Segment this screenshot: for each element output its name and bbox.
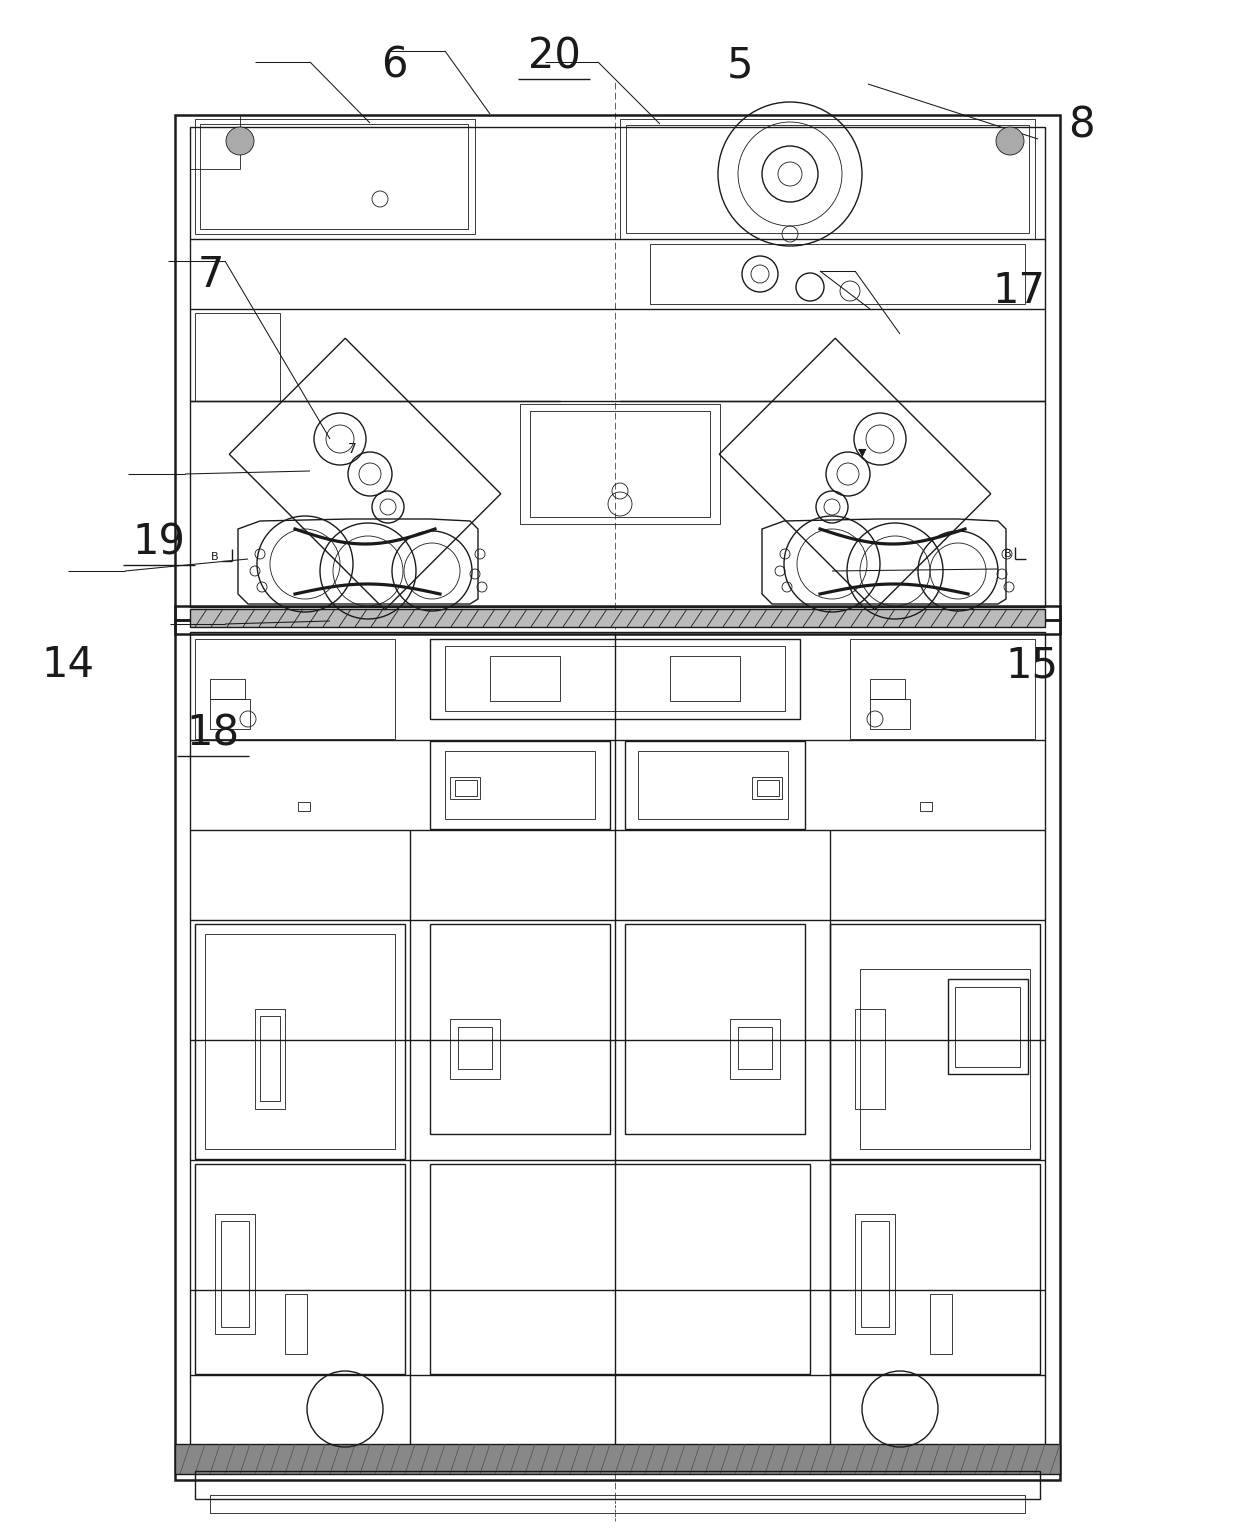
- Bar: [190, 609, 1045, 627]
- Text: 6: 6: [381, 44, 408, 87]
- Bar: [920, 803, 932, 810]
- Text: 14: 14: [42, 644, 94, 687]
- Bar: [849, 639, 1035, 739]
- Text: ▼: ▼: [858, 448, 867, 459]
- Bar: [195, 1471, 1040, 1498]
- Text: 20: 20: [528, 35, 580, 78]
- Bar: [626, 125, 1029, 232]
- Text: B: B: [1004, 549, 1012, 560]
- Bar: [195, 639, 396, 739]
- Bar: [625, 742, 805, 829]
- Bar: [190, 127, 1045, 607]
- Text: 15: 15: [1006, 644, 1058, 687]
- Bar: [520, 404, 720, 524]
- Bar: [458, 1027, 492, 1069]
- Bar: [490, 656, 560, 700]
- Bar: [285, 1294, 308, 1355]
- Bar: [200, 124, 467, 229]
- Circle shape: [996, 127, 1024, 154]
- Text: 5: 5: [727, 44, 754, 87]
- Circle shape: [226, 127, 254, 154]
- Bar: [450, 777, 480, 800]
- Text: 7: 7: [197, 254, 224, 297]
- Bar: [260, 1015, 280, 1101]
- Bar: [756, 780, 779, 797]
- Bar: [175, 115, 1060, 619]
- Text: 19: 19: [133, 521, 185, 564]
- Bar: [195, 924, 405, 1159]
- Bar: [210, 1495, 1025, 1514]
- Bar: [195, 119, 475, 234]
- Bar: [175, 619, 1060, 1480]
- Bar: [445, 645, 785, 711]
- Bar: [730, 1018, 780, 1079]
- Bar: [930, 1294, 952, 1355]
- Bar: [445, 751, 595, 820]
- Bar: [195, 1164, 405, 1375]
- Bar: [870, 679, 905, 699]
- Bar: [215, 1214, 255, 1333]
- Bar: [430, 639, 800, 719]
- Bar: [210, 699, 250, 729]
- Text: 17: 17: [993, 269, 1045, 312]
- Bar: [430, 924, 610, 1135]
- Bar: [620, 119, 1035, 239]
- Bar: [861, 1222, 889, 1327]
- Bar: [830, 924, 1040, 1159]
- Bar: [830, 1164, 1040, 1375]
- Bar: [856, 1009, 885, 1109]
- Bar: [430, 1164, 810, 1375]
- Bar: [870, 699, 910, 729]
- Text: 7: 7: [347, 442, 356, 456]
- Bar: [221, 1222, 249, 1327]
- Bar: [190, 631, 1045, 1466]
- Text: 18: 18: [187, 713, 239, 755]
- Bar: [861, 969, 1030, 1148]
- Bar: [738, 1027, 773, 1069]
- Bar: [210, 679, 246, 699]
- Bar: [670, 656, 740, 700]
- Bar: [195, 313, 280, 401]
- Bar: [625, 924, 805, 1135]
- Bar: [751, 777, 782, 800]
- Bar: [455, 780, 477, 797]
- Bar: [175, 1443, 1060, 1474]
- Bar: [650, 245, 1025, 304]
- Bar: [255, 1009, 285, 1109]
- Text: 8: 8: [1068, 104, 1095, 147]
- Bar: [856, 1214, 895, 1333]
- Bar: [205, 934, 396, 1148]
- Bar: [639, 751, 787, 820]
- Bar: [298, 803, 310, 810]
- Bar: [450, 1018, 500, 1079]
- Text: B: B: [211, 552, 218, 563]
- Bar: [529, 411, 711, 517]
- Bar: [430, 742, 610, 829]
- Bar: [175, 605, 1060, 635]
- Bar: [955, 988, 1021, 1067]
- Bar: [949, 979, 1028, 1073]
